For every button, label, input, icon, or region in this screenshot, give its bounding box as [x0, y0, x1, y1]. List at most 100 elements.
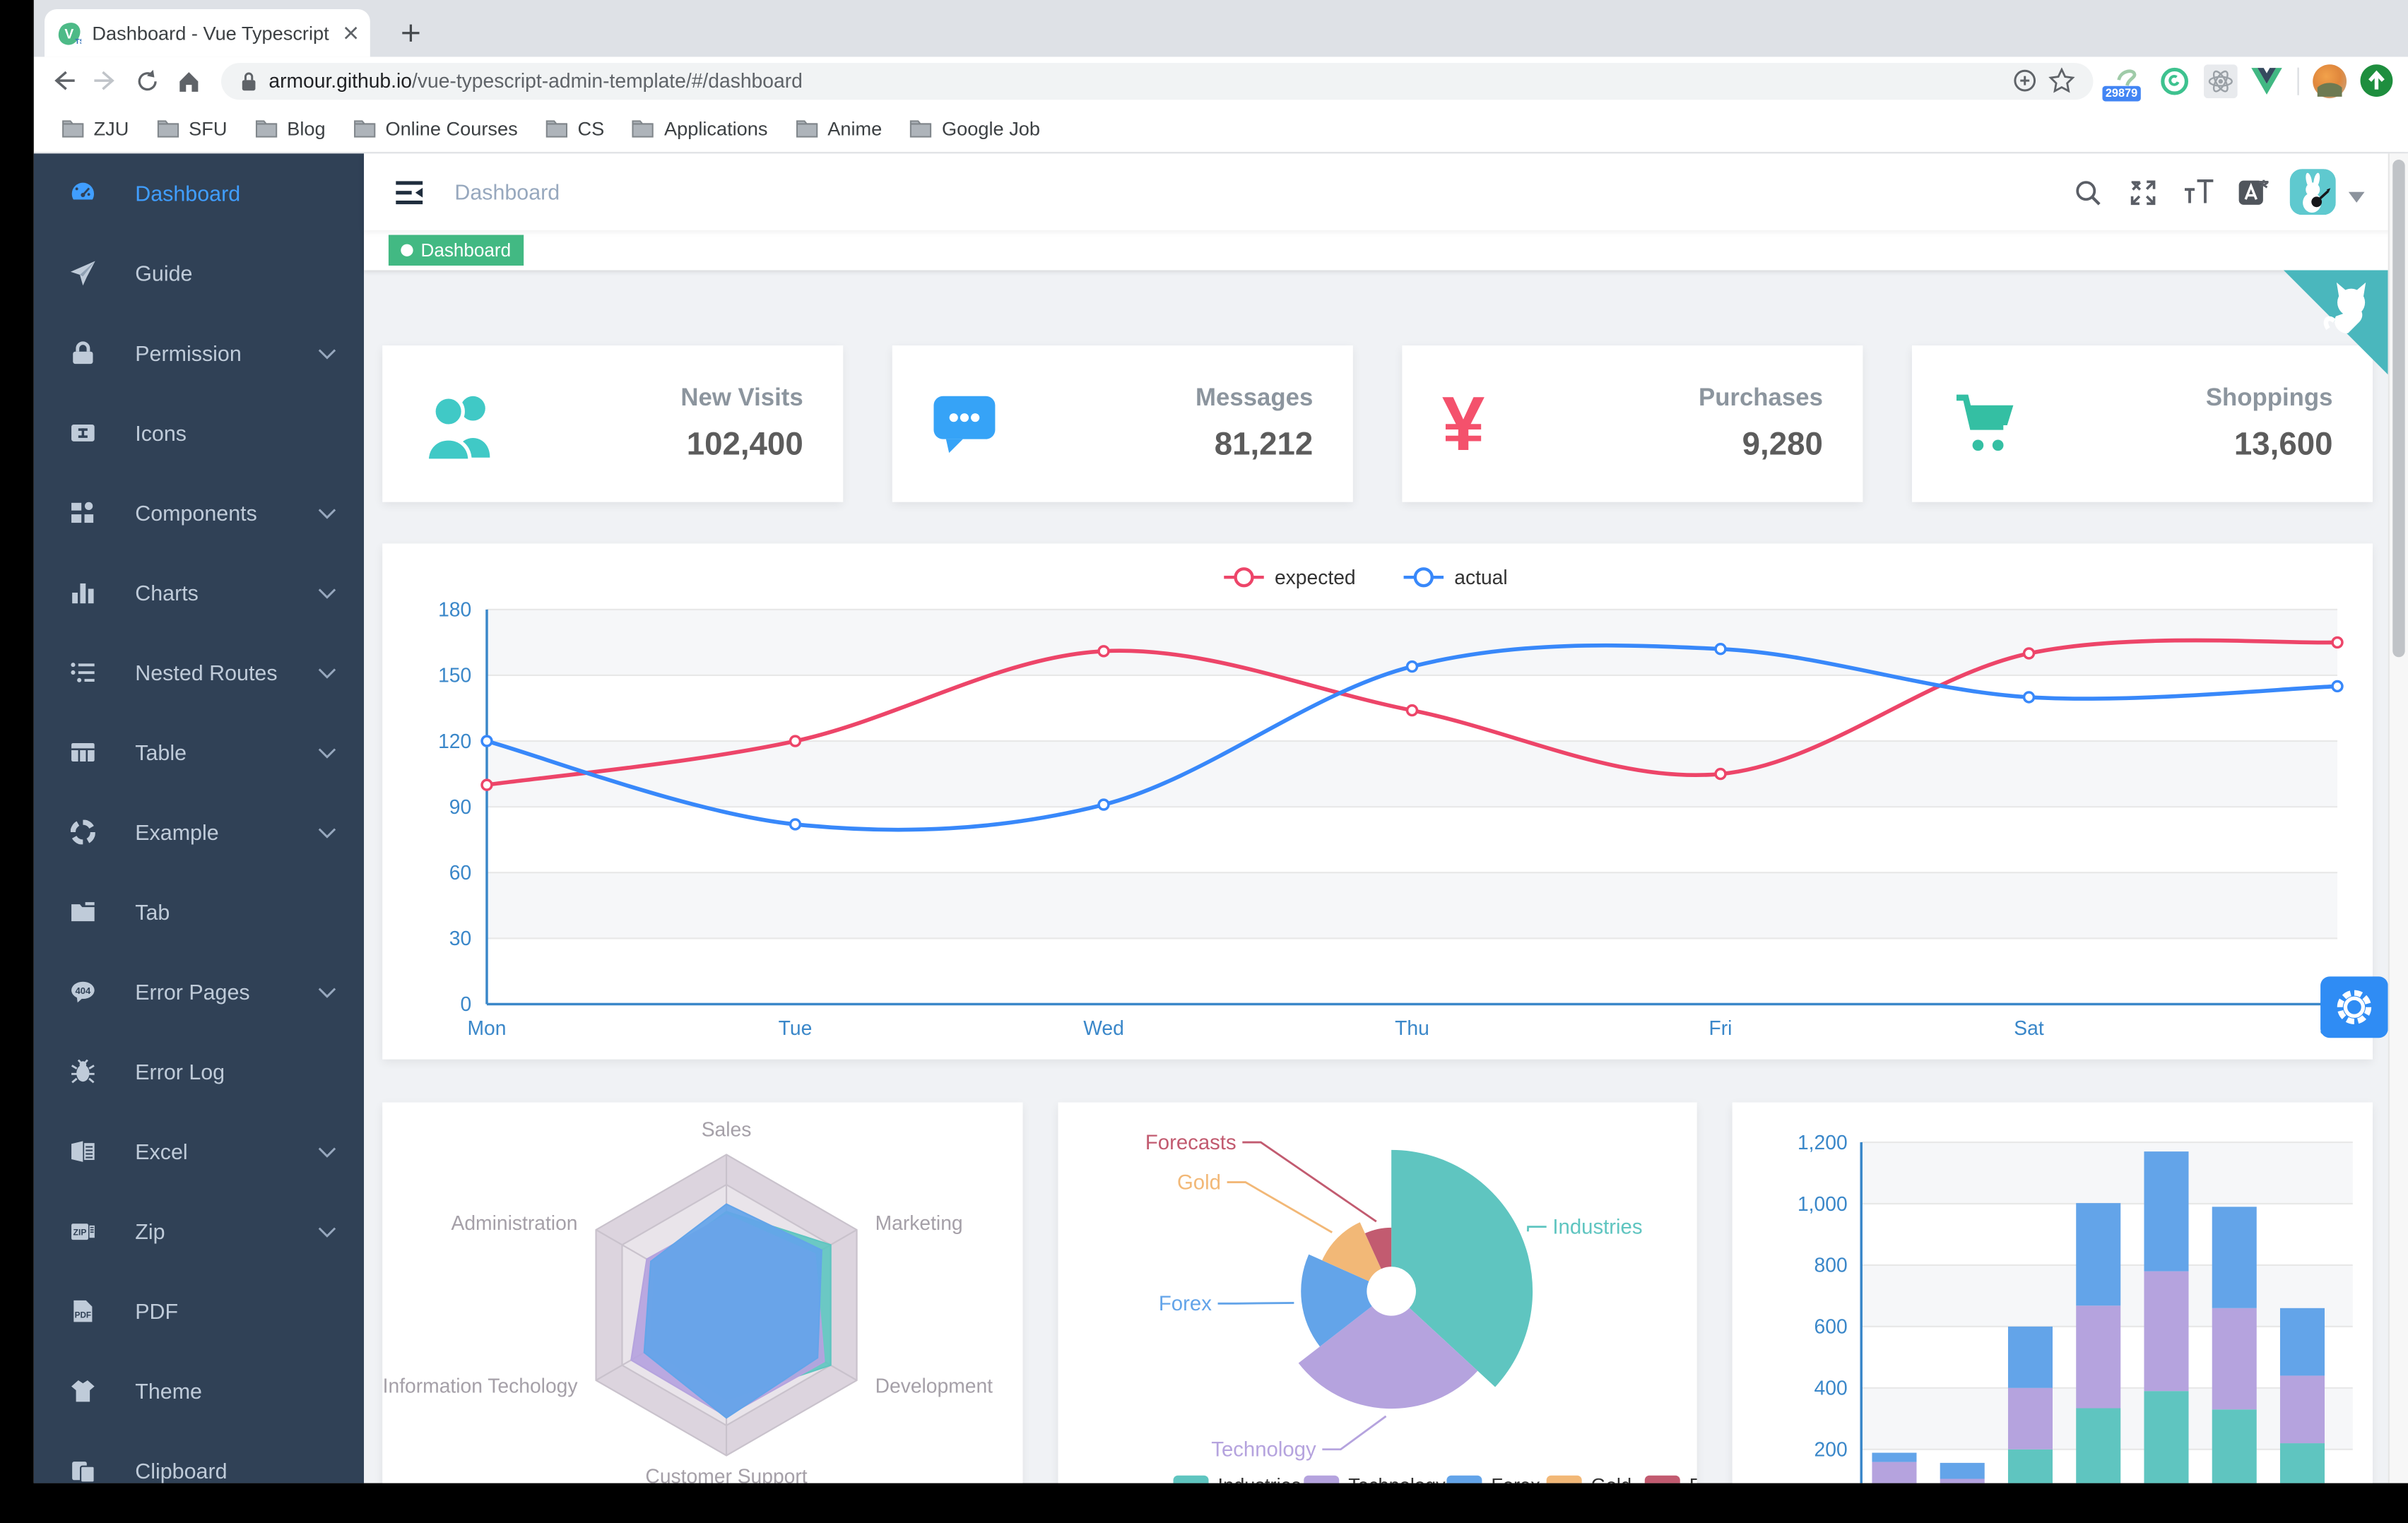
svg-text:Tue: Tue: [779, 1017, 813, 1039]
tag-dashboard[interactable]: Dashboard: [388, 235, 524, 266]
pie-slice-gold[interactable]: [1321, 1222, 1381, 1281]
radar-chart-svg: Sales Marketing Development Customer Suppor…: [383, 1118, 993, 1483]
tab-close-icon[interactable]: [344, 26, 358, 40]
tab-strip: VTS Dashboard - Vue Typescript Ad: [33, 0, 2408, 57]
chevron-down-icon: [318, 747, 336, 758]
panel-card-purchases[interactable]: ¥ Purchases 9,280: [1402, 345, 1863, 502]
forward-icon[interactable]: [85, 61, 126, 101]
main-area: Dashboard Dashboard: [364, 153, 2408, 1483]
sidebar-item-clipboard[interactable]: Clipboard: [34, 1431, 364, 1483]
sidebar-item-theme[interactable]: Theme: [34, 1351, 364, 1431]
svg-text:Forecasts: Forecasts: [1689, 1474, 1696, 1483]
sidebar-item-dashboard[interactable]: Dashboard: [34, 153, 364, 233]
bookmark-item-online-courses[interactable]: Online Courses: [341, 109, 530, 146]
pie-legend-technology[interactable]: Technology: [1303, 1474, 1446, 1483]
bookmark-label: Anime: [827, 117, 883, 139]
bookmark-item-applications[interactable]: Applications: [620, 109, 780, 146]
clipboard-icon: [69, 1459, 95, 1483]
translate-icon[interactable]: [2234, 174, 2271, 211]
user-avatar[interactable]: [2289, 169, 2336, 215]
sidebar-item-label: Error Pages: [135, 979, 250, 1005]
app-navbar: Dashboard: [364, 153, 2408, 231]
svg-text:Development: Development: [875, 1374, 993, 1397]
reload-icon[interactable]: [126, 61, 167, 101]
extension-grammarly-icon[interactable]: [2154, 61, 2195, 101]
sidebar-item-charts[interactable]: Charts: [34, 552, 364, 632]
extension-checker-icon[interactable]: 29879: [2102, 61, 2149, 101]
browser-tab[interactable]: VTS Dashboard - Vue Typescript Ad: [45, 9, 370, 57]
pie-legend-forecasts[interactable]: Forecasts: [1644, 1474, 1696, 1483]
pie-legend-industries[interactable]: Industries: [1172, 1474, 1301, 1483]
browser-profile-avatar[interactable]: [2310, 61, 2350, 101]
panel-cards-row: New Visits 102,400 Messages 81,212 ¥ Pur…: [382, 345, 2373, 502]
sidebar-item-tab[interactable]: Tab: [34, 872, 364, 952]
legend-item-expected[interactable]: expected: [1224, 566, 1356, 588]
svg-text:Forex: Forex: [1491, 1474, 1540, 1483]
bookmark-item-cs[interactable]: CS: [533, 109, 616, 146]
pie-legend-gold[interactable]: Gold: [1545, 1474, 1631, 1483]
panel-card-shoppings[interactable]: Shoppings 13,600: [1911, 345, 2373, 502]
browser-update-icon[interactable]: [2356, 61, 2396, 101]
browser-window: VTS Dashboard - Vue Typescript Ad armour…: [33, 0, 2408, 1483]
browser-toolbar: armour.github.io/vue-typescript-admin-te…: [33, 57, 2408, 105]
sidebar-item-label: Nested Routes: [135, 660, 278, 685]
fullscreen-icon[interactable]: [2124, 174, 2161, 211]
folder-icon: [909, 118, 933, 138]
zoom-plus-icon[interactable]: [2012, 68, 2038, 94]
sidebar-item-guide[interactable]: Guide: [34, 233, 364, 313]
sidebar-item-error-pages[interactable]: 404 Error Pages: [34, 952, 364, 1032]
pie-chart-svg: Industries Technology Forex Gold Forecasts In…: [1145, 1131, 1696, 1483]
bar-chart-svg: 2004006008001,0001,2000MonTueWedThuFriSa…: [1798, 1131, 2354, 1483]
text-size-icon[interactable]: [2179, 174, 2216, 211]
charts-icon: [69, 581, 95, 605]
github-corner[interactable]: [2283, 270, 2388, 375]
sidebar-item-example[interactable]: Example: [34, 793, 364, 872]
money-icon: ¥: [1441, 381, 1485, 467]
sidebar-item-label: Theme: [135, 1378, 202, 1404]
pie-legend-forex[interactable]: Forex: [1446, 1474, 1540, 1483]
pie-slice-industries[interactable]: [1391, 1149, 1533, 1387]
legend-item-actual[interactable]: actual: [1403, 566, 1508, 588]
settings-button[interactable]: [2320, 976, 2388, 1038]
svg-text:Marketing: Marketing: [875, 1211, 963, 1234]
sidebar-toggle-icon[interactable]: [389, 173, 430, 211]
panel-card-messages[interactable]: Messages 81,212: [892, 345, 1353, 502]
sidebar-item-table[interactable]: Table: [34, 712, 364, 792]
svg-text:Technology: Technology: [1211, 1438, 1316, 1462]
panel-card-new-visits[interactable]: New Visits 102,400: [382, 345, 844, 502]
pie-slice-forex[interactable]: [1300, 1254, 1371, 1347]
extension-vue-icon[interactable]: [2247, 61, 2287, 101]
extension-react-icon[interactable]: [2201, 61, 2241, 101]
bar-chart: 2004006008001,0001,2000MonTueWedThuFriSa…: [1733, 1102, 2373, 1483]
pie-slice-technology[interactable]: [1297, 1306, 1477, 1409]
chevron-down-icon[interactable]: [2348, 182, 2365, 202]
bookmark-item-blog[interactable]: Blog: [242, 109, 338, 146]
sidebar-item-zip[interactable]: ZIP Zip: [34, 1192, 364, 1272]
sidebar-item-permission[interactable]: Permission: [34, 313, 364, 393]
bookmark-star-icon[interactable]: [2048, 67, 2075, 94]
scrollbar-thumb[interactable]: [2392, 160, 2405, 658]
url-bar[interactable]: armour.github.io/vue-typescript-admin-te…: [220, 62, 2094, 100]
svg-text:Information Techology: Information Techology: [383, 1374, 579, 1397]
bookmark-item-anime[interactable]: Anime: [783, 109, 894, 146]
bookmark-item-sfu[interactable]: SFU: [144, 109, 240, 146]
svg-text:120: 120: [438, 730, 471, 752]
bookmark-item-google-job[interactable]: Google Job: [897, 109, 1052, 146]
home-icon[interactable]: [167, 61, 209, 101]
sidebar-item-error-log[interactable]: Error Log: [34, 1032, 364, 1112]
sidebar-item-excel[interactable]: Excel: [34, 1112, 364, 1192]
search-icon[interactable]: [2069, 174, 2106, 211]
pie-slice-forecasts[interactable]: [1364, 1227, 1391, 1269]
folder-icon: [255, 118, 278, 138]
chevron-down-icon: [318, 507, 336, 518]
folder-icon: [353, 118, 377, 138]
bookmark-item-zju[interactable]: ZJU: [49, 109, 141, 146]
new-tab-button[interactable]: [390, 12, 430, 52]
sidebar-item-nested-routes[interactable]: Nested Routes: [34, 632, 364, 712]
sidebar-item-components[interactable]: Components: [34, 473, 364, 552]
svg-text:TS: TS: [75, 37, 81, 45]
sidebar-item-icons[interactable]: Icons: [34, 393, 364, 473]
sidebar-item-pdf[interactable]: PDF PDF: [34, 1272, 364, 1351]
back-icon[interactable]: [43, 61, 85, 101]
icons-icon: [69, 421, 95, 446]
